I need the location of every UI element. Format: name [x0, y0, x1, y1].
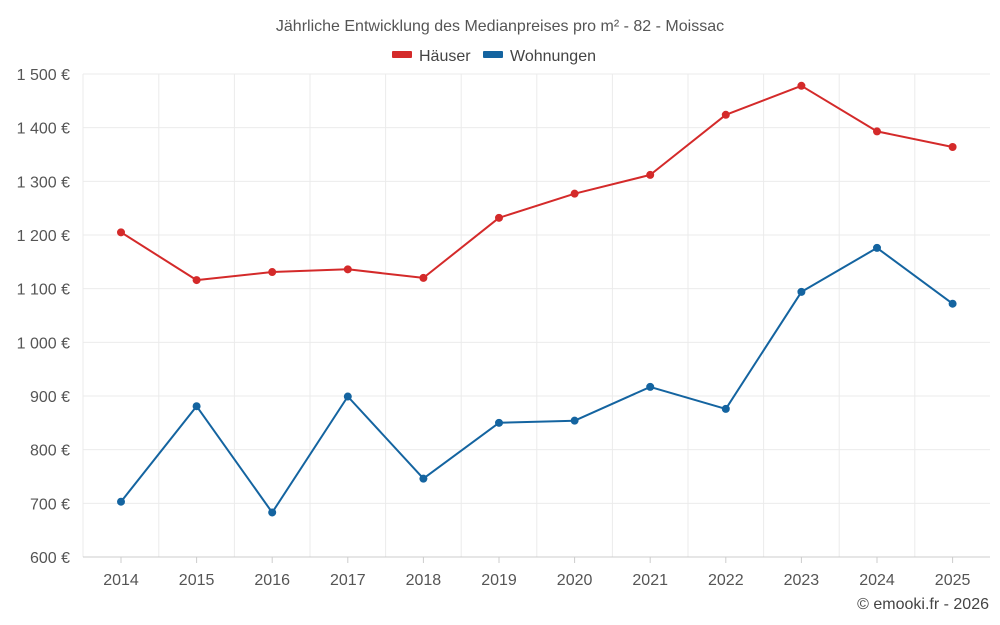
- data-point-haeuser-2019[interactable]: [495, 213, 503, 222]
- legend-swatch-wohnungen: [483, 51, 503, 58]
- legend: Häuser Wohnungen: [392, 48, 596, 65]
- chart-title: Jährliche Entwicklung des Medianpreises …: [276, 18, 724, 35]
- data-point-wohnungen-2024[interactable]: [873, 243, 881, 252]
- x-tick-label-2015: 2015: [179, 572, 215, 589]
- data-point-haeuser-2022[interactable]: [721, 110, 730, 119]
- data-point-haeuser-2015[interactable]: [192, 276, 201, 285]
- data-point-wohnungen-2017[interactable]: [343, 392, 352, 401]
- data-point-haeuser-2016[interactable]: [268, 268, 277, 277]
- grid: [82, 73, 990, 557]
- credit-text: © emooki.fr - 2026: [857, 596, 989, 613]
- x-tick-label-2016: 2016: [254, 572, 290, 589]
- x-tick-label-2017: 2017: [330, 572, 366, 589]
- y-tick-label-1200: 1 200 €: [17, 228, 70, 245]
- data-point-haeuser-2023[interactable]: [797, 81, 806, 90]
- data-point-haeuser-2020[interactable]: [570, 189, 579, 198]
- x-tick-label-2021: 2021: [632, 572, 668, 589]
- y-tick-label-900: 900 €: [30, 389, 70, 406]
- data-point-wohnungen-2022[interactable]: [721, 404, 730, 413]
- data-point-wohnungen-2020[interactable]: [570, 416, 579, 425]
- legend-item-wohnungen[interactable]: Wohnungen: [483, 48, 596, 65]
- y-tick-label-700: 700 €: [30, 496, 70, 513]
- data-point-haeuser-2021[interactable]: [646, 170, 655, 179]
- x-tick-label-2022: 2022: [708, 572, 744, 589]
- data-point-wohnungen-2025[interactable]: [948, 299, 957, 308]
- data-point-haeuser-2024[interactable]: [873, 127, 881, 136]
- legend-swatch-haeuser: [392, 51, 412, 58]
- y-tick-label-800: 800 €: [30, 443, 70, 460]
- data-point-haeuser-2017[interactable]: [343, 265, 352, 274]
- legend-item-haeuser[interactable]: Häuser: [392, 48, 471, 65]
- data-point-wohnungen-2014[interactable]: [117, 497, 125, 506]
- x-tick-label-2019: 2019: [481, 572, 517, 589]
- data-point-wohnungen-2023[interactable]: [797, 287, 806, 296]
- x-tick-label-2020: 2020: [557, 572, 593, 589]
- series-line-haeuser: [120, 84, 953, 282]
- x-tick-label-2014: 2014: [103, 572, 139, 589]
- x-tick-label-2018: 2018: [406, 572, 442, 589]
- data-point-wohnungen-2016[interactable]: [268, 508, 277, 517]
- legend-label-haeuser: Häuser: [419, 48, 471, 65]
- x-tick-label-2025: 2025: [935, 572, 971, 589]
- y-tick-label-1000: 1 000 €: [17, 335, 70, 352]
- y-tick-label-600: 600 €: [30, 550, 70, 567]
- y-tick-label-1300: 1 300 €: [17, 174, 70, 191]
- axes: 600 € 700 € 800 € 900 € 1 000 € 1 100 € 1 200 …: [17, 67, 990, 589]
- legend-label-wohnungen: Wohnungen: [510, 48, 596, 65]
- data-point-haeuser-2018[interactable]: [419, 273, 428, 282]
- y-tick-label-1500: 1 500 €: [17, 67, 70, 84]
- data-point-wohnungen-2021[interactable]: [646, 382, 655, 391]
- x-tick-label-2024: 2024: [859, 572, 895, 589]
- y-tick-label-1400: 1 400 €: [17, 121, 70, 138]
- data-point-wohnungen-2018[interactable]: [419, 474, 428, 483]
- data-point-haeuser-2014[interactable]: [117, 228, 125, 237]
- data-point-haeuser-2025[interactable]: [948, 142, 957, 151]
- data-point-wohnungen-2019[interactable]: [495, 418, 503, 427]
- series: [117, 81, 957, 517]
- x-tick-label-2023: 2023: [784, 572, 820, 589]
- y-tick-label-1100: 1 100 €: [17, 282, 70, 299]
- series-line-wohnungen: [120, 246, 954, 514]
- data-point-wohnungen-2015[interactable]: [192, 402, 201, 411]
